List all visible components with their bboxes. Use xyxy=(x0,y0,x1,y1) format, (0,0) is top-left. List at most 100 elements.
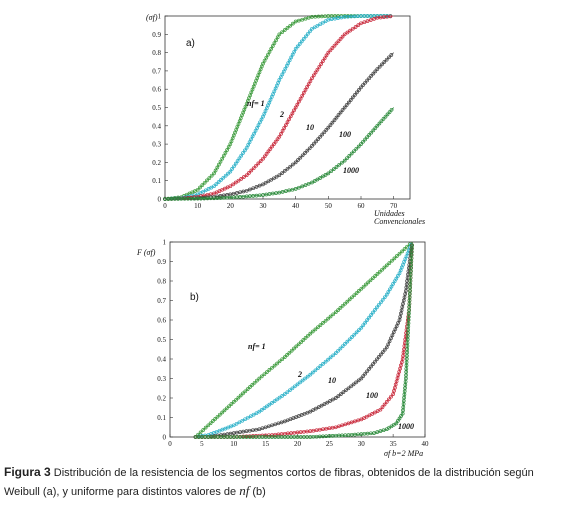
series-point xyxy=(264,55,269,60)
series-point xyxy=(285,120,290,124)
x-tick-label: 50 xyxy=(325,202,333,210)
series-point xyxy=(356,378,361,383)
series-point xyxy=(356,144,361,149)
series-point xyxy=(313,70,318,75)
series-point xyxy=(272,399,277,403)
series-point xyxy=(265,370,269,374)
series-point xyxy=(329,169,333,174)
series-point xyxy=(331,312,336,317)
series-point xyxy=(240,418,245,423)
series-point xyxy=(384,345,389,350)
series-point xyxy=(379,352,383,357)
series-point xyxy=(220,410,225,415)
series-point xyxy=(275,361,279,366)
series-point xyxy=(314,139,318,144)
series-point xyxy=(259,117,264,122)
series-point xyxy=(371,71,376,76)
series-point xyxy=(277,173,282,178)
series-point xyxy=(292,49,297,54)
series-point xyxy=(266,52,270,57)
series-point xyxy=(345,299,350,304)
series-point xyxy=(247,140,252,144)
x-tick-label: 0 xyxy=(168,440,172,448)
series-point xyxy=(289,55,294,60)
y-tick-label: 0.4 xyxy=(157,356,166,364)
series-point xyxy=(387,261,392,265)
series-point xyxy=(361,374,366,378)
chart-a-ticks: 00.10.20.30.40.50.60.70.80.910 10 20 30 40 50… xyxy=(152,13,397,211)
series-point xyxy=(359,376,364,381)
series-point xyxy=(377,64,382,69)
series-point xyxy=(375,305,379,310)
x-tick-label: 10 xyxy=(230,440,238,448)
series-point xyxy=(307,146,312,151)
series-point xyxy=(372,431,376,435)
series-point xyxy=(215,414,220,419)
series-point xyxy=(205,178,209,183)
series-point xyxy=(319,62,323,66)
series-point xyxy=(290,187,295,192)
series-point xyxy=(363,371,368,376)
series-point xyxy=(254,185,259,189)
series-point xyxy=(298,96,303,101)
series-point xyxy=(305,85,309,89)
series-point xyxy=(231,400,236,404)
series-point xyxy=(308,409,313,414)
series-point xyxy=(380,62,384,67)
series-point xyxy=(387,397,391,402)
chart-a-ylabel: (σf) xyxy=(146,13,158,22)
series-point xyxy=(328,399,332,403)
series-point xyxy=(292,346,296,351)
series-point xyxy=(282,355,287,359)
series-point xyxy=(222,408,227,413)
chart-b-annot-1000: 1000 xyxy=(398,422,414,431)
series-point xyxy=(237,156,242,161)
series-point xyxy=(255,378,259,383)
series-point xyxy=(351,382,356,387)
series-point xyxy=(250,383,255,387)
series-point xyxy=(390,333,395,338)
series-point xyxy=(223,173,228,178)
series-point xyxy=(239,177,244,181)
series-point xyxy=(273,139,278,144)
series-point xyxy=(261,156,265,161)
series-point xyxy=(300,93,305,98)
series-point xyxy=(333,396,338,400)
series-point xyxy=(299,340,303,345)
series-point xyxy=(384,292,389,297)
chart-a-panel-label: a) xyxy=(186,38,195,49)
series-point xyxy=(354,380,358,385)
series-point xyxy=(312,25,317,30)
series-point xyxy=(397,416,402,421)
series-point xyxy=(359,325,364,330)
series-point xyxy=(306,333,310,338)
series-point xyxy=(198,185,202,190)
series-point xyxy=(275,137,280,142)
series-point xyxy=(215,165,220,170)
series-point xyxy=(342,158,347,163)
series-point xyxy=(195,187,200,192)
series-point xyxy=(322,130,327,135)
series-point xyxy=(260,426,265,431)
series-point xyxy=(365,369,369,374)
series-point xyxy=(300,17,305,22)
series-point xyxy=(322,56,327,61)
series-point xyxy=(336,39,341,44)
series-point xyxy=(337,424,341,429)
series-point xyxy=(290,52,295,57)
series-point xyxy=(293,187,298,191)
series-point xyxy=(318,22,323,27)
series-point xyxy=(400,249,404,254)
series-point xyxy=(257,183,262,188)
y-tick-label: 1 xyxy=(158,13,162,21)
series-point xyxy=(198,430,203,435)
series-point xyxy=(357,289,361,293)
chart-a-xlabel-2: Convencionales xyxy=(374,217,425,226)
series-point xyxy=(202,180,207,185)
series-point xyxy=(382,295,387,300)
series-point xyxy=(235,191,239,195)
series-point xyxy=(277,134,282,139)
series-point xyxy=(262,58,267,63)
series-point xyxy=(285,390,290,395)
series-point xyxy=(397,369,402,374)
